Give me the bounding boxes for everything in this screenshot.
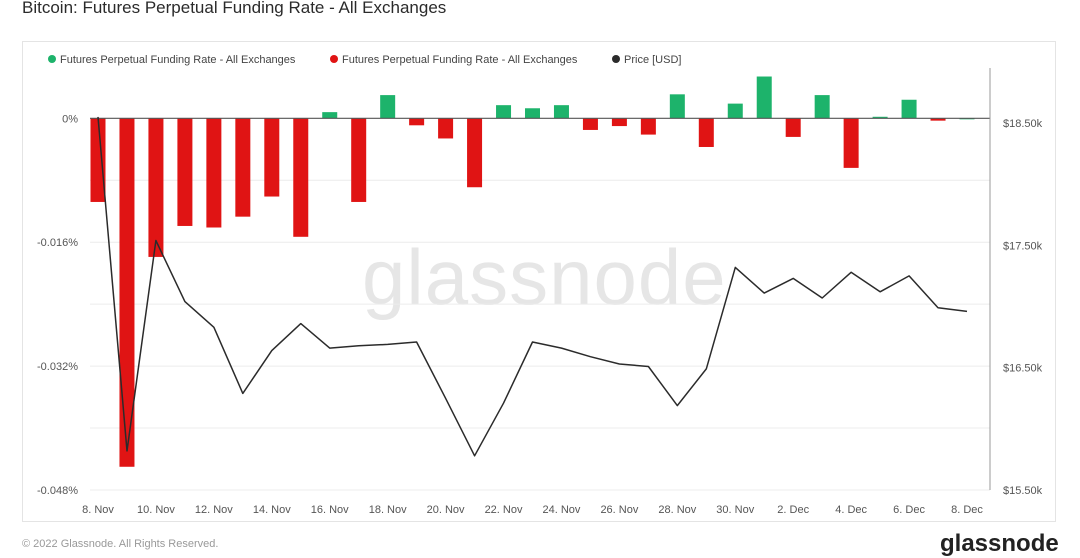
funding-bar — [264, 118, 280, 197]
funding-bar — [409, 118, 425, 126]
legend-marker — [330, 55, 338, 63]
right-tick-label: $17.50k — [1003, 240, 1043, 252]
x-tick-label: 26. Nov — [600, 504, 638, 516]
price-series-line — [97, 116, 968, 457]
copyright-text: © 2022 Glassnode. All Rights Reserved. — [22, 538, 219, 550]
funding-bar — [322, 112, 338, 119]
funding-bar — [814, 95, 830, 119]
x-tick-label: 14. Nov — [253, 504, 291, 516]
left-tick-label: -0.032% — [37, 361, 78, 373]
axes: 0% -0.016% -0.032% -0.048% $18.50k $17.50k $16… — [37, 68, 1043, 516]
funding-bar — [235, 118, 251, 217]
legend-label: Futures Perpetual Funding Rate - All Exc… — [342, 54, 578, 66]
x-tick-label: 12. Nov — [195, 504, 233, 516]
chart-title: Bitcoin: Futures Perpetual Funding Rate … — [22, 0, 447, 17]
funding-bar — [177, 118, 193, 226]
funding-bar — [930, 118, 946, 121]
funding-bar — [525, 108, 540, 119]
funding-bar — [90, 118, 106, 202]
x-tick-label: 28. Nov — [658, 504, 696, 516]
x-tick-label: 24. Nov — [543, 504, 581, 516]
left-tick-label: 0% — [62, 113, 78, 125]
funding-bar — [496, 105, 512, 119]
funding-bar — [698, 118, 714, 147]
gridlines — [90, 179, 990, 491]
x-tick-label: 30. Nov — [716, 504, 754, 516]
x-tick-label: 20. Nov — [427, 504, 465, 516]
funding-bar — [669, 94, 685, 119]
left-tick-label: -0.016% — [37, 237, 78, 249]
funding-bar — [206, 118, 222, 228]
x-tick-label: 2. Dec — [777, 504, 809, 516]
funding-bar — [727, 103, 743, 119]
right-tick-label: $16.50k — [1003, 363, 1043, 375]
funding-bar — [119, 118, 135, 467]
x-tick-label: 22. Nov — [485, 504, 523, 516]
funding-bar — [872, 116, 888, 119]
x-tick-label: 8. Dec — [951, 504, 983, 516]
x-tick-label: 6. Dec — [893, 504, 925, 516]
funding-bar — [380, 95, 396, 119]
watermark: glassnode — [362, 233, 727, 321]
chart-frame — [22, 41, 1056, 522]
funding-bar — [785, 118, 801, 137]
x-tick-label: 8. Nov — [82, 504, 114, 516]
legend-label: Price [USD] — [624, 54, 681, 66]
funding-bar — [148, 118, 164, 257]
glassnode-logo: glassnode — [940, 530, 1059, 557]
left-tick-label: -0.048% — [37, 485, 78, 497]
legend-marker — [612, 55, 620, 63]
funding-bar — [640, 118, 656, 135]
funding-bar — [843, 118, 859, 168]
funding-bar — [582, 118, 598, 130]
funding-bar — [438, 118, 454, 139]
funding-bar — [901, 99, 917, 119]
x-tick-label: 10. Nov — [137, 504, 175, 516]
legend-label: Futures Perpetual Funding Rate - All Exc… — [60, 54, 296, 66]
funding-bar — [756, 76, 772, 119]
x-tick-label: 4. Dec — [835, 504, 867, 516]
funding-bar — [351, 118, 367, 202]
legend-marker — [48, 55, 56, 63]
right-tick-label: $15.50k — [1003, 485, 1043, 497]
right-tick-label: $18.50k — [1003, 118, 1043, 130]
price-line — [97, 116, 968, 457]
funding-bar — [293, 118, 309, 237]
funding-bar — [467, 118, 483, 188]
funding-bar — [553, 105, 569, 119]
legend: Futures Perpetual Funding Rate - All Exc… — [48, 54, 681, 66]
x-tick-label: 16. Nov — [311, 504, 349, 516]
funding-rate-bars — [90, 76, 975, 467]
funding-bar — [611, 118, 627, 127]
x-tick-label: 18. Nov — [369, 504, 407, 516]
